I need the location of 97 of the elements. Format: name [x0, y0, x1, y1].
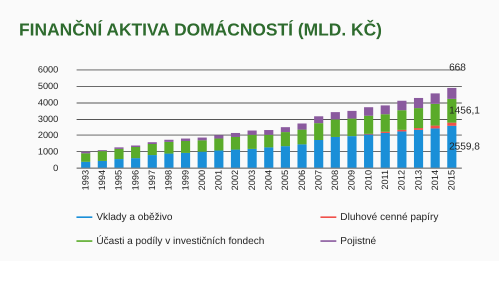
bar: [198, 138, 207, 140]
x-tick-label: 1999: [180, 170, 190, 190]
bar: [364, 107, 374, 116]
x-tick-label: 2008: [330, 170, 340, 190]
bar: [314, 116, 324, 124]
bar: [148, 144, 157, 156]
bar: [330, 119, 340, 137]
bar: [380, 132, 390, 168]
y-tick-label: 6000: [38, 64, 58, 75]
bar: [380, 114, 390, 132]
legend-label: Dluhové cenné papíry: [340, 212, 440, 223]
bar: [297, 144, 307, 168]
bar: [430, 126, 440, 128]
bar: [330, 112, 340, 120]
legend-label: Vklady a oběživo: [96, 212, 173, 223]
x-tick-label: 1995: [114, 170, 124, 190]
x-tick-label: 2007: [313, 170, 324, 190]
bar: [414, 130, 424, 168]
bar: [364, 116, 374, 134]
bar: [314, 140, 324, 168]
bar: [214, 138, 224, 150]
x-tick-label: 2011: [380, 170, 390, 190]
bar: [397, 110, 406, 130]
x-tick-label: 2004: [264, 170, 274, 190]
bar: [430, 128, 440, 168]
bar: [430, 104, 440, 126]
x-tick-label: 2009: [346, 170, 357, 190]
bar: [397, 131, 406, 168]
bar: [180, 152, 190, 168]
bar: [430, 93, 440, 104]
bar: [81, 153, 90, 162]
bar: [314, 123, 324, 140]
bar: [81, 162, 90, 168]
bar: [397, 100, 406, 110]
x-tick-label: 1998: [164, 170, 174, 190]
x-tick-label: 2010: [363, 170, 374, 190]
x-tick-label: 2015: [446, 170, 457, 190]
bar: [330, 136, 340, 168]
bar: [131, 158, 140, 168]
y-tick-label: 4000: [38, 97, 58, 108]
bar: [297, 130, 307, 144]
bar: [414, 108, 424, 128]
bar: [347, 136, 357, 168]
bar: [198, 140, 207, 152]
y-tick-label: 0: [53, 162, 58, 173]
y-tick-label: 1000: [38, 146, 58, 156]
bar: [264, 130, 274, 135]
x-tick-label: 2013: [413, 170, 424, 190]
bar: [347, 118, 357, 136]
x-tick-label: 1997: [147, 170, 158, 190]
bar: [98, 151, 107, 161]
bar: [114, 159, 124, 168]
legend-label: Účasti a podíly v investičních fondech: [96, 234, 264, 247]
bar: [230, 136, 240, 150]
bar: [114, 148, 124, 160]
x-tick-label: 2005: [280, 170, 290, 190]
x-tick-label: 1996: [130, 170, 140, 190]
bar: [380, 105, 390, 114]
x-tick-label: 2002: [230, 170, 240, 190]
bar: [447, 122, 456, 126]
bar: [164, 154, 174, 168]
bar: [414, 98, 424, 108]
bar: [230, 132, 240, 137]
x-tick-label: 2001: [214, 170, 224, 190]
bar: [214, 135, 224, 139]
bar: [447, 88, 456, 99]
bar: [98, 160, 107, 168]
bar: [280, 132, 290, 146]
bar: [230, 150, 240, 168]
bar: [248, 148, 257, 168]
x-tick-label: 2003: [246, 170, 257, 190]
bar: [264, 134, 274, 148]
bar: [248, 130, 257, 135]
y-tick-label: 5000: [38, 81, 58, 92]
chart-title: FINANČNÍ AKTIVA DOMÁCNOSTÍ (MLD. KČ): [19, 20, 382, 40]
bar: [164, 142, 174, 154]
bar: [347, 110, 357, 119]
bar: [264, 147, 274, 168]
x-tick-label: 2006: [296, 170, 307, 190]
bar: [280, 146, 290, 168]
bar: [148, 155, 157, 168]
x-tick-label: 2014: [430, 170, 440, 190]
x-tick-label: 2012: [396, 170, 407, 190]
x-tick-label: 1993: [80, 170, 90, 190]
bar: [280, 127, 290, 132]
bar: [248, 134, 257, 149]
legend-label: Pojistné: [340, 236, 377, 247]
bar: [364, 134, 374, 168]
bar: [297, 123, 307, 130]
bar: [214, 150, 224, 168]
x-tick-label: 2000: [196, 170, 207, 190]
y-tick-label: 3000: [38, 114, 58, 124]
y-tick-label: 2000: [38, 130, 58, 140]
bar: [131, 147, 140, 158]
bar: [180, 140, 190, 153]
x-tick-label: 1994: [97, 170, 108, 190]
bar: [198, 152, 207, 168]
